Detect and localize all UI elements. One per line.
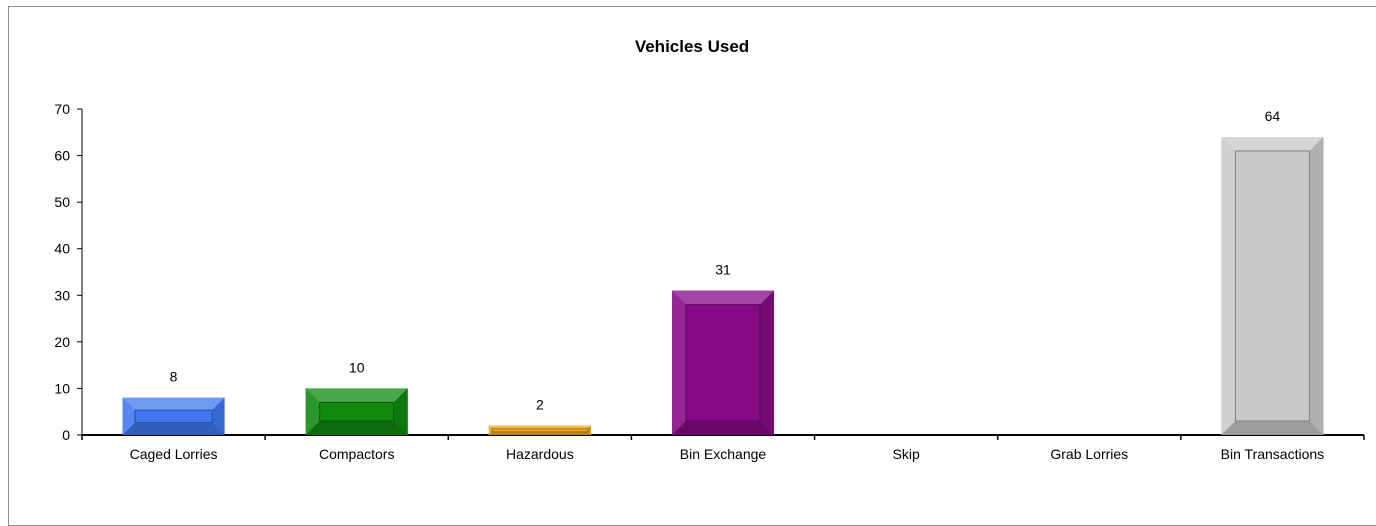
x-tick-label: Bin Exchange (680, 446, 767, 462)
data-label: 8 (170, 369, 178, 385)
chart-title: Vehicles Used (635, 37, 749, 56)
bar-bevel-right (393, 388, 408, 435)
y-tick-label: 60 (54, 148, 70, 164)
x-tick-label: Bin Transactions (1221, 446, 1325, 462)
bar-bevel-left (122, 397, 135, 435)
bar-bevel-top (305, 388, 408, 403)
x-tick-label: Compactors (319, 446, 394, 462)
labels: 8 Caged Lorries 10 Compactors 2 Hazardous 31 Bi… (130, 108, 1325, 462)
bars (122, 136, 1324, 435)
bar (488, 425, 591, 435)
y-tick-label: 40 (54, 241, 70, 257)
bar-bevel-top (672, 290, 774, 305)
bar-bevel-top (122, 397, 225, 411)
bar-bevel-left (305, 388, 320, 435)
bar-bevel-top (488, 425, 591, 429)
data-label: 64 (1265, 108, 1281, 124)
x-tick-label: Hazardous (506, 446, 574, 462)
bar-bevel-top (1221, 136, 1324, 151)
bar-bevel-bottom (305, 421, 408, 435)
bar-bevel-bottom (488, 431, 591, 435)
bar-panel (685, 304, 761, 422)
bar-bevel-left (1221, 136, 1236, 435)
bar-bevel-bottom (1221, 421, 1324, 435)
bar (672, 290, 774, 435)
data-label: 10 (349, 359, 365, 375)
bar-bevel-left (672, 290, 686, 435)
y-tick-label: 50 (54, 194, 70, 210)
bar-panel (134, 409, 213, 424)
x-tick-label: Caged Lorries (130, 446, 218, 462)
data-label: 31 (715, 262, 731, 278)
y-tick-label: 10 (54, 380, 70, 396)
bar-bevel-right (1309, 136, 1324, 435)
bar-bevel-right (587, 425, 591, 435)
bar (122, 397, 225, 435)
bar-bevel-bottom (122, 422, 225, 435)
chart-frame (8, 6, 1376, 526)
bar-panel (491, 428, 589, 433)
bar-bevel-bottom (672, 421, 774, 435)
x-tick-label: Skip (893, 446, 920, 462)
y-tick-label: 70 (54, 101, 70, 117)
bar-bevel-right (212, 397, 225, 435)
data-label: 2 (536, 397, 544, 413)
bar-bevel-right (760, 290, 774, 435)
y-tick-label: 20 (54, 334, 70, 350)
x-tick-label: Grab Lorries (1050, 446, 1128, 462)
y-tick-label: 0 (62, 427, 70, 443)
bar (1221, 136, 1324, 435)
bar-panel (319, 401, 395, 422)
y-tick-label: 30 (54, 287, 70, 303)
bar (305, 388, 408, 435)
bar-panel (1234, 150, 1310, 422)
